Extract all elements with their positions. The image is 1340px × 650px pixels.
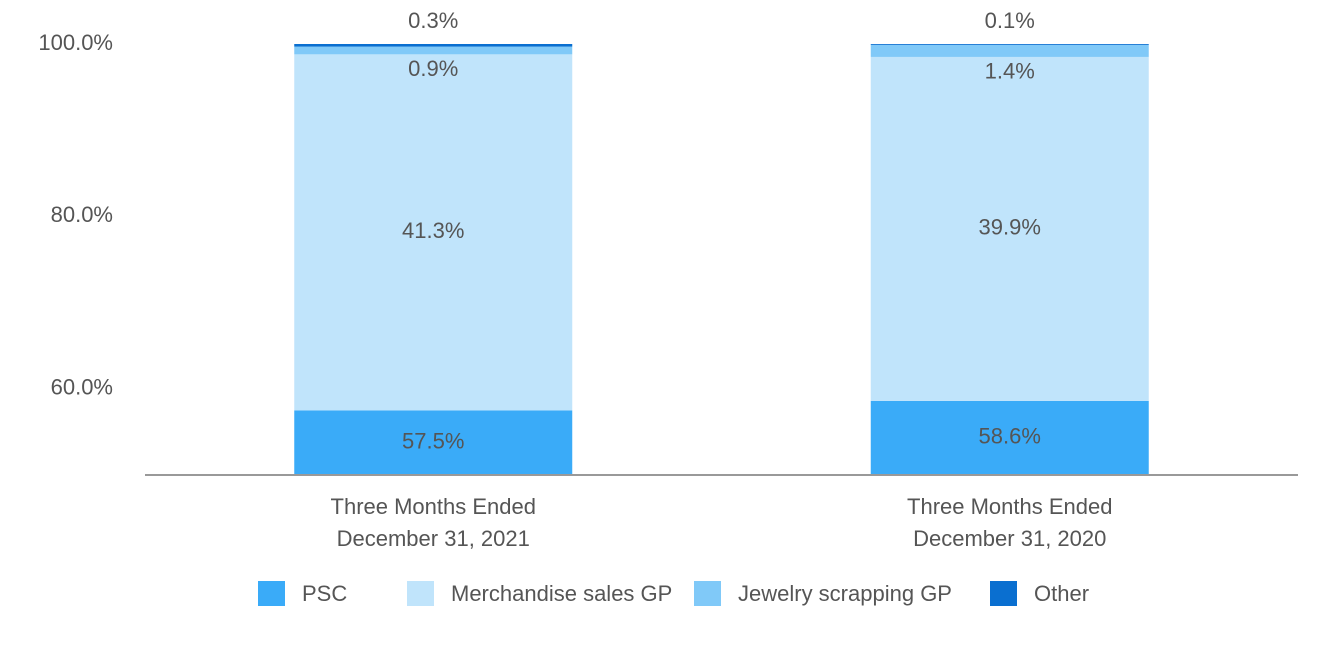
data-label: 39.9% bbox=[979, 215, 1041, 240]
legend-label: Merchandise sales GP bbox=[451, 581, 672, 606]
legend-swatch bbox=[407, 581, 434, 606]
legend-label: Other bbox=[1034, 581, 1089, 606]
bar-segment bbox=[294, 44, 573, 47]
legend-label: Jewelry scrapping GP bbox=[738, 581, 952, 606]
data-label: 57.5% bbox=[402, 428, 464, 453]
x-tick-label: Three Months Ended December 31, 2020 bbox=[907, 494, 1113, 551]
legend-swatch bbox=[258, 581, 285, 606]
data-label: 41.3% bbox=[402, 218, 464, 243]
legend-swatch bbox=[990, 581, 1017, 606]
bar-segment bbox=[294, 54, 573, 411]
data-label: 0.9% bbox=[408, 56, 458, 81]
bar-segment bbox=[294, 410, 573, 475]
bar-segment bbox=[870, 400, 1149, 475]
x-tick-label: Three Months Ended December 31, 2021 bbox=[330, 494, 536, 551]
y-tick-label: 60.0% bbox=[51, 375, 113, 400]
bar-segment bbox=[294, 46, 573, 55]
data-label: 0.1% bbox=[985, 8, 1035, 33]
bar-segment bbox=[870, 56, 1149, 401]
y-tick-label: 80.0% bbox=[51, 202, 113, 227]
legend-label: PSC bbox=[302, 581, 347, 606]
data-label: 1.4% bbox=[985, 59, 1035, 84]
legend-swatch bbox=[694, 581, 721, 606]
data-label: 58.6% bbox=[979, 424, 1041, 449]
data-label: 0.3% bbox=[408, 8, 458, 33]
bar-segment bbox=[870, 44, 1149, 45]
y-tick-label: 100.0% bbox=[38, 30, 113, 55]
bar-segment bbox=[870, 44, 1149, 57]
